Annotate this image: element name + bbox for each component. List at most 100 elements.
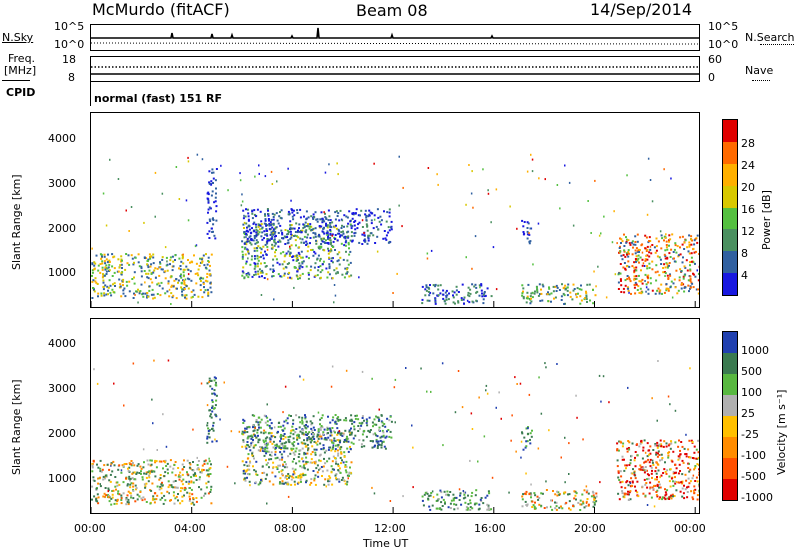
- radar-cell: [457, 291, 460, 293]
- radar-cell: [465, 256, 467, 259]
- radar-cell: [642, 467, 645, 470]
- radar-cell: [304, 417, 307, 420]
- radar-cell: [543, 507, 546, 509]
- radar-cell: [659, 459, 661, 462]
- power-cb-tick-20: 20: [741, 181, 755, 194]
- radar-cell: [627, 490, 629, 493]
- radar-cell: [427, 167, 430, 169]
- radar-cell: [245, 262, 248, 265]
- radar-cell: [533, 505, 536, 508]
- radar-cell: [669, 485, 672, 488]
- radar-cell: [301, 416, 304, 419]
- radar-cell: [337, 173, 339, 176]
- radar-cell: [294, 431, 297, 434]
- radar-cell: [151, 288, 154, 291]
- radar-cell: [689, 279, 692, 282]
- radar-cell: [510, 439, 512, 442]
- radar-cell: [447, 298, 450, 301]
- radar-cell: [185, 285, 188, 288]
- radar-cell: [95, 487, 98, 490]
- radar-cell: [178, 257, 181, 260]
- radar-cell: [298, 416, 301, 419]
- radar-cell: [521, 432, 524, 435]
- radar-cell: [193, 503, 196, 506]
- radar-cell: [243, 236, 245, 239]
- radar-cell: [321, 221, 324, 224]
- cpid-separator: [2, 80, 30, 81]
- radar-cell: [242, 418, 245, 421]
- radar-cell: [177, 475, 180, 478]
- radar-cell: [305, 456, 308, 459]
- radar-cell: [697, 272, 699, 275]
- radar-cell: [376, 435, 379, 438]
- radar-cell: [322, 444, 325, 447]
- radar-cell: [541, 492, 544, 495]
- radar-cell: [649, 458, 652, 461]
- radar-cell: [149, 265, 152, 268]
- radar-cell: [273, 238, 276, 241]
- radar-cell: [265, 228, 268, 231]
- radar-cell: [368, 209, 371, 212]
- radar-cell: [350, 427, 352, 430]
- radar-cell: [663, 468, 666, 471]
- radar-cell: [302, 260, 305, 263]
- radar-cell: [207, 191, 210, 194]
- radar-cell: [94, 280, 97, 283]
- radar-cell: [312, 216, 315, 219]
- radar-cell: [684, 239, 687, 242]
- radar-cell: [459, 492, 462, 495]
- radar-cell: [135, 488, 137, 491]
- radar-cell: [680, 287, 683, 290]
- radar-cell: [102, 288, 105, 291]
- radar-cell: [279, 252, 282, 255]
- radar-cell: [526, 503, 529, 506]
- radar-cell: [131, 462, 134, 464]
- radar-cell: [636, 240, 639, 243]
- radar-cell: [256, 247, 259, 249]
- radar-cell: [201, 468, 204, 471]
- radar-cell: [697, 456, 699, 459]
- radar-cell: [335, 272, 338, 275]
- radar-cell: [252, 426, 254, 429]
- radar-cell: [426, 492, 429, 495]
- radar-cell: [261, 238, 264, 241]
- radar-cell: [260, 235, 263, 238]
- radar-cell: [657, 469, 660, 472]
- radar-cell: [244, 427, 247, 430]
- radar-cell: [163, 494, 166, 497]
- radar-cell: [185, 294, 188, 297]
- radar-cell: [360, 424, 363, 427]
- radar-cell: [346, 271, 349, 273]
- radar-cell: [181, 288, 184, 291]
- radar-cell: [138, 292, 141, 295]
- radar-cell: [295, 222, 298, 225]
- radar-cell: [91, 263, 94, 266]
- radar-cell: [257, 270, 260, 273]
- radar-cell: [147, 295, 150, 298]
- radar-cell: [555, 284, 558, 287]
- radar-cell: [278, 421, 281, 424]
- radar-cell: [568, 500, 571, 503]
- radar-cell: [282, 424, 285, 427]
- radar-cell: [366, 229, 369, 232]
- radar-cell: [670, 440, 673, 443]
- radar-cell: [681, 473, 684, 476]
- radar-cell: [623, 496, 626, 499]
- radar-cell: [682, 461, 685, 464]
- radar-cell: [125, 463, 128, 465]
- radar-cell: [624, 267, 627, 270]
- radar-cell: [305, 460, 308, 463]
- radar-cell: [294, 483, 296, 486]
- radar-cell: [138, 495, 141, 498]
- radar-cell: [492, 246, 495, 249]
- radar-cell: [351, 213, 354, 215]
- radar-cell: [526, 291, 529, 294]
- radar-cell: [111, 265, 114, 268]
- radar-cell: [357, 425, 360, 427]
- radar-cell: [271, 183, 274, 185]
- radar-cell: [690, 439, 693, 442]
- radar-cell: [361, 233, 364, 236]
- radar-cell: [373, 423, 376, 426]
- radar-cell: [264, 446, 267, 449]
- radar-cell: [113, 291, 116, 294]
